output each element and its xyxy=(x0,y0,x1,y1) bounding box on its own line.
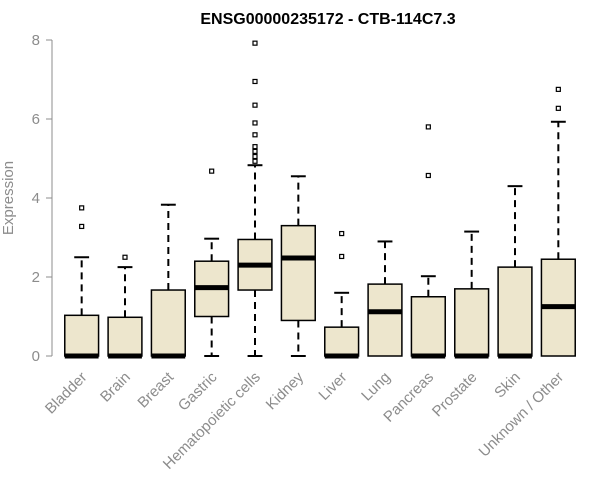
box-rect xyxy=(280,224,316,322)
outlier-point xyxy=(252,148,258,154)
outlier-point xyxy=(252,132,258,138)
outlier-point xyxy=(252,78,258,85)
box-rect xyxy=(150,289,186,357)
x-tick-label: Skin xyxy=(491,369,524,402)
outlier-point xyxy=(122,254,128,260)
x-tick-label: Prostate xyxy=(429,369,481,421)
box-rect xyxy=(410,296,446,357)
box-rect xyxy=(64,314,100,357)
box-pancreas xyxy=(410,124,446,359)
x-tick-label: Kidney xyxy=(263,368,308,413)
outlier-point xyxy=(79,205,85,211)
x-tick-label: Bladder xyxy=(42,369,91,418)
x-tick-label: Lung xyxy=(358,369,394,405)
y-tick-label: 8 xyxy=(32,32,40,49)
x-tick-label: Brain xyxy=(97,369,134,406)
y-tick-label: 2 xyxy=(32,269,40,286)
box-rect xyxy=(107,316,143,357)
y-tick-label: 6 xyxy=(32,111,40,128)
chart-title: ENSG00000235172 - CTB-114C7.3 xyxy=(200,11,455,28)
x-tick-label: Breast xyxy=(134,368,177,411)
box-rect xyxy=(454,288,490,357)
outlier-point xyxy=(425,124,431,130)
outlier-point xyxy=(252,153,258,160)
y-axis: 0 2 4 6 8 xyxy=(32,32,53,365)
box-breast xyxy=(150,203,186,359)
outlier-point xyxy=(339,230,345,237)
y-axis-label: Expression xyxy=(0,161,17,235)
box-unknown-other xyxy=(540,86,576,357)
box-bladder xyxy=(64,205,100,359)
outlier-point xyxy=(555,105,561,111)
boxes-group xyxy=(64,40,576,359)
outlier-point xyxy=(252,158,258,164)
box-prostate xyxy=(454,230,490,359)
outlier-point xyxy=(209,168,215,174)
outlier-point xyxy=(425,172,431,179)
box-hematopoietic-cells xyxy=(237,40,273,357)
box-rect xyxy=(497,266,533,357)
box-brain xyxy=(107,254,143,359)
y-tick-label: 4 xyxy=(32,190,40,207)
outlier-point xyxy=(79,223,85,230)
outlier-point xyxy=(339,253,345,260)
y-tick-label: 0 xyxy=(32,348,40,365)
box-rect xyxy=(324,326,360,357)
box-kidney xyxy=(280,175,316,357)
box-rect xyxy=(367,283,403,357)
box-lung xyxy=(367,240,403,357)
box-gastric xyxy=(194,168,230,357)
outlier-point xyxy=(555,86,561,92)
box-skin xyxy=(497,185,533,359)
outlier-point xyxy=(252,144,258,150)
outlier-point xyxy=(252,102,258,108)
box-liver xyxy=(324,230,360,359)
x-tick-label: Liver xyxy=(315,369,350,404)
outlier-point xyxy=(252,40,258,46)
outlier-point xyxy=(252,120,258,126)
